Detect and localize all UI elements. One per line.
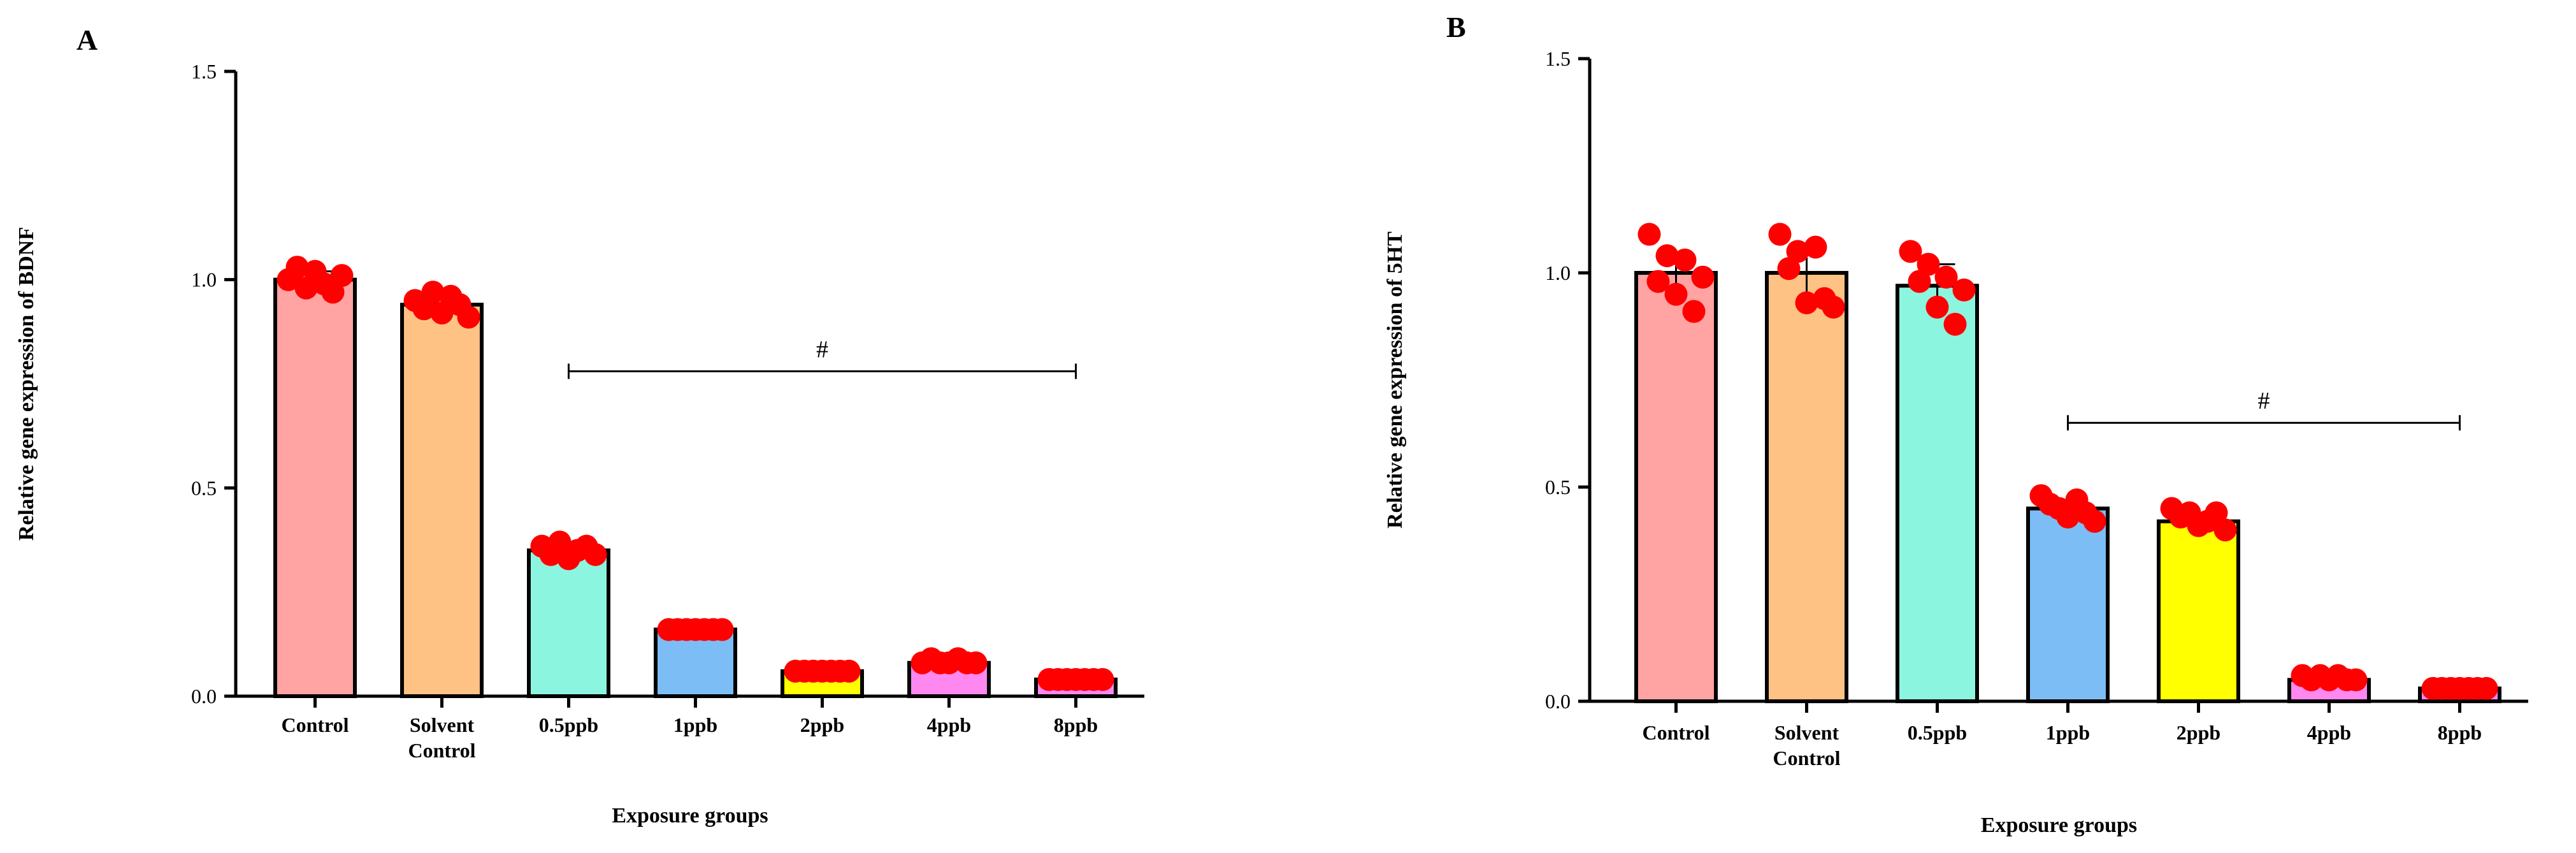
panel-letter: B xyxy=(1446,11,1466,43)
panel-letter: A xyxy=(76,24,97,56)
data-point xyxy=(1952,278,1976,302)
y-axis-title: Relative gene expression of 5HT xyxy=(1383,231,1407,529)
y-tick-label: 0.5 xyxy=(191,476,217,499)
category-label: 1ppb xyxy=(2046,721,2090,744)
bar xyxy=(1765,271,1848,703)
category-label: 2ppb xyxy=(800,713,844,736)
data-point xyxy=(1899,240,1922,263)
category-label-line: Control xyxy=(1642,721,1709,744)
category-label: 8ppb xyxy=(1054,713,1098,736)
data-point xyxy=(1768,222,1792,246)
y-tick-label: 1.0 xyxy=(191,268,217,291)
data-point xyxy=(1777,257,1801,281)
data-point xyxy=(2056,506,2080,529)
data-point xyxy=(1908,270,1931,293)
y-tick-label: 0.0 xyxy=(191,685,217,708)
category-label-line: Solvent xyxy=(1774,721,1839,744)
category-label-line: 8ppb xyxy=(1054,713,1098,736)
y-tick-label: 0.0 xyxy=(1545,690,1571,713)
panel-b: B 0.0 0.5 1.0 1.5 Control Solvent Control 0.5ppb… xyxy=(1383,11,2528,837)
data-point xyxy=(421,281,445,304)
bar xyxy=(400,302,484,699)
data-point xyxy=(1934,265,1958,289)
data-point xyxy=(837,659,861,683)
category-label-line: Solvent xyxy=(410,713,475,736)
category-label-line: 4ppb xyxy=(2307,721,2351,744)
category-label: Solvent Control xyxy=(408,713,475,762)
category-label-line: 1ppb xyxy=(673,713,717,736)
data-point xyxy=(1917,252,1940,276)
data-point xyxy=(710,618,734,641)
x-axis-title: Exposure groups xyxy=(1981,813,2137,837)
bar xyxy=(1896,284,1979,704)
data-point xyxy=(1673,248,1697,272)
category-label: 4ppb xyxy=(927,713,971,736)
category-label-line: 8ppb xyxy=(2438,721,2482,744)
category-label: Solvent Control xyxy=(1773,721,1840,769)
data-point xyxy=(1664,282,1688,306)
category-label-line: Control xyxy=(1773,747,1840,769)
category-label: 0.5ppb xyxy=(1908,721,1967,744)
data-point xyxy=(2083,509,2106,533)
category-label: 1ppb xyxy=(673,713,717,736)
y-axis-title: Relative gene expression of BDNF xyxy=(15,227,38,541)
data-point xyxy=(2205,501,2228,525)
category-label: 8ppb xyxy=(2438,721,2482,744)
data-point xyxy=(1682,300,1706,323)
data-point xyxy=(1637,222,1661,246)
category-label-line: 2ppb xyxy=(800,713,844,736)
panel-a: A 0.0 0.5 1.0 1.5 Control Solvent Control 0.5ppb… xyxy=(15,24,1144,827)
category-label-line: Control xyxy=(281,713,349,736)
x-axis-title: Exposure groups xyxy=(612,804,768,827)
bar xyxy=(1634,271,1718,703)
y-tick-label: 0.5 xyxy=(1545,476,1571,499)
category-label: Control xyxy=(281,713,349,736)
bar xyxy=(2157,519,2240,703)
category-label-line: 4ppb xyxy=(927,713,971,736)
category-label-line: 0.5ppb xyxy=(1908,721,1967,744)
data-point xyxy=(1091,667,1114,691)
data-point xyxy=(1925,295,1949,319)
category-label-line: Control xyxy=(408,739,475,762)
data-point xyxy=(584,543,607,566)
data-point xyxy=(1691,265,1715,289)
category-label-line: 1ppb xyxy=(2046,721,2090,744)
data-point xyxy=(285,256,309,279)
significance-label: # xyxy=(2258,388,2270,414)
data-point xyxy=(330,264,354,288)
data-point xyxy=(2213,518,2237,542)
bar xyxy=(2026,506,2110,703)
bar xyxy=(273,277,357,698)
category-label: 2ppb xyxy=(2177,721,2220,744)
category-label: Control xyxy=(1642,721,1709,744)
data-point xyxy=(1786,240,1810,263)
y-tick-label: 1.5 xyxy=(191,60,217,83)
category-label-line: 0.5ppb xyxy=(539,713,598,736)
category-label: 0.5ppb xyxy=(539,713,598,736)
data-point xyxy=(1943,312,1967,336)
data-point xyxy=(1822,295,1845,319)
bar xyxy=(527,548,610,698)
category-label: 4ppb xyxy=(2307,721,2351,744)
data-point xyxy=(964,651,988,674)
y-tick-label: 1.0 xyxy=(1545,261,1571,284)
data-point xyxy=(2475,676,2498,700)
data-point xyxy=(457,305,480,329)
y-tick-label: 1.5 xyxy=(1545,47,1571,70)
data-point xyxy=(1646,270,1670,293)
data-point xyxy=(2344,668,2368,692)
data-point xyxy=(1655,244,1679,268)
data-point xyxy=(1804,235,1827,259)
category-label-line: 2ppb xyxy=(2177,721,2220,744)
data-point xyxy=(1795,291,1818,315)
significance-label: # xyxy=(816,336,828,363)
